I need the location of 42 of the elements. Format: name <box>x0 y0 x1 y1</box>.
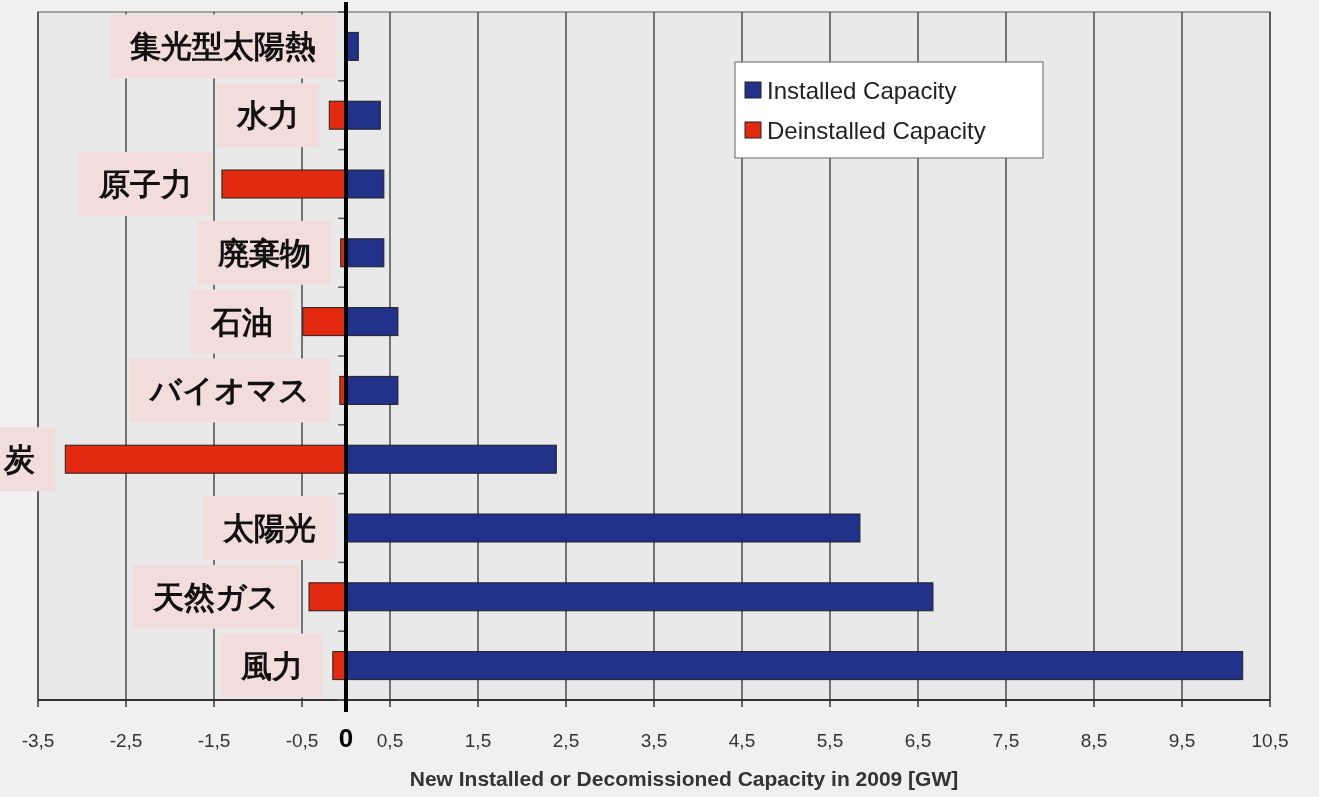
x-tick-label: 0,5 <box>376 730 404 751</box>
x-tick-label: 3,5 <box>640 730 668 751</box>
y-tick-label: 太陽光 <box>222 511 316 546</box>
y-tick-label: 廃棄物 <box>216 235 311 271</box>
x-tick-label: 5,5 <box>816 730 844 751</box>
bar <box>345 375 399 405</box>
bar <box>302 307 347 337</box>
y-tick-label: 炭 <box>3 442 36 478</box>
legend-label: Installed Capacity <box>767 77 957 104</box>
x-tick-label: 1,5 <box>464 730 492 751</box>
bar <box>345 169 385 199</box>
bar <box>345 100 381 130</box>
bar <box>345 444 557 474</box>
x-tick-label: 2,5 <box>552 730 580 751</box>
bar <box>345 238 385 268</box>
bar <box>345 307 399 337</box>
y-tick-label: 水力 <box>236 98 300 134</box>
legend-label: Deinstalled Capacity <box>767 117 986 144</box>
x-tick-label: 10,5 <box>1251 730 1289 751</box>
bar <box>221 169 347 199</box>
y-tick-label: 天然ガス <box>152 579 280 615</box>
x-tick-label: 9,5 <box>1168 730 1196 751</box>
bar <box>345 513 861 543</box>
x-tick-label: -1,5 <box>197 730 231 751</box>
x-tick-label: -3,5 <box>21 730 55 751</box>
y-tick-label: 風力 <box>239 648 303 684</box>
bar <box>345 651 1244 681</box>
x-axis-title: New Installed or Decomissioned Capacity in 2009 [GW] <box>409 767 959 790</box>
x-tick-label: 7,5 <box>992 730 1020 751</box>
y-tick-label: 石油 <box>209 304 273 340</box>
bar <box>308 582 347 612</box>
x-tick-label: 4,5 <box>728 730 756 751</box>
y-tick-label: バイオマス <box>147 373 310 409</box>
bar <box>64 444 347 474</box>
y-tick-label: 集光型太陽熱 <box>129 29 316 65</box>
bar <box>345 582 934 612</box>
x-tick-label: 6,5 <box>904 730 932 751</box>
x-tick-label: -0,5 <box>285 730 319 751</box>
x-tick-label: 0 <box>338 723 354 753</box>
x-tick-label: 8,5 <box>1080 730 1108 751</box>
y-tick-label: 原子力 <box>97 167 192 202</box>
x-tick-label: -2,5 <box>109 730 143 751</box>
